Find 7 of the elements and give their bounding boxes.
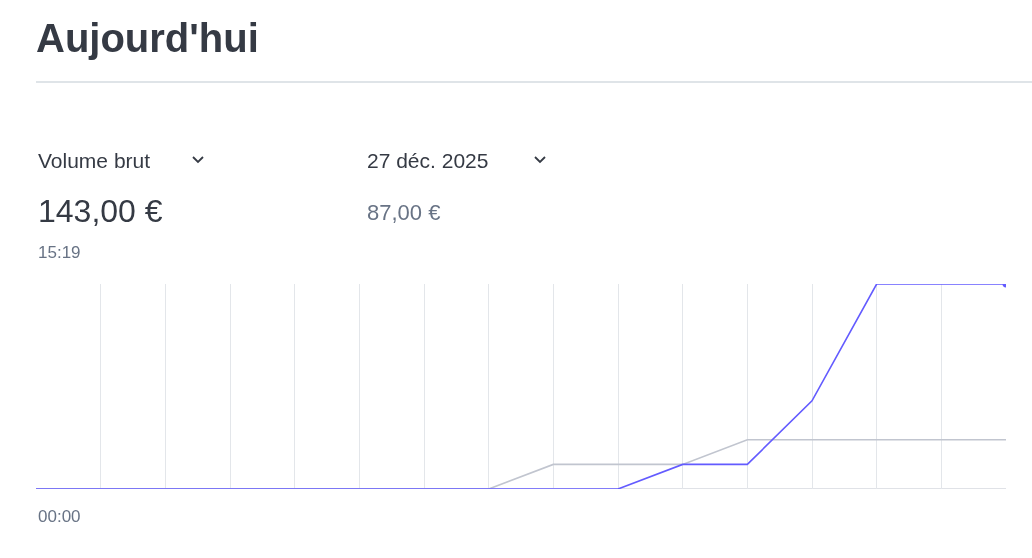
text: 15:19 <box>38 243 81 262</box>
text: Volume brut <box>38 149 151 172</box>
text: 143,00 € <box>38 193 163 229</box>
text: 87,00 € <box>367 200 441 225</box>
text: 00:00 <box>38 507 81 526</box>
chart-title: Aujourd'hui <box>36 16 259 60</box>
text: 27 déc. 2025 <box>367 149 489 172</box>
